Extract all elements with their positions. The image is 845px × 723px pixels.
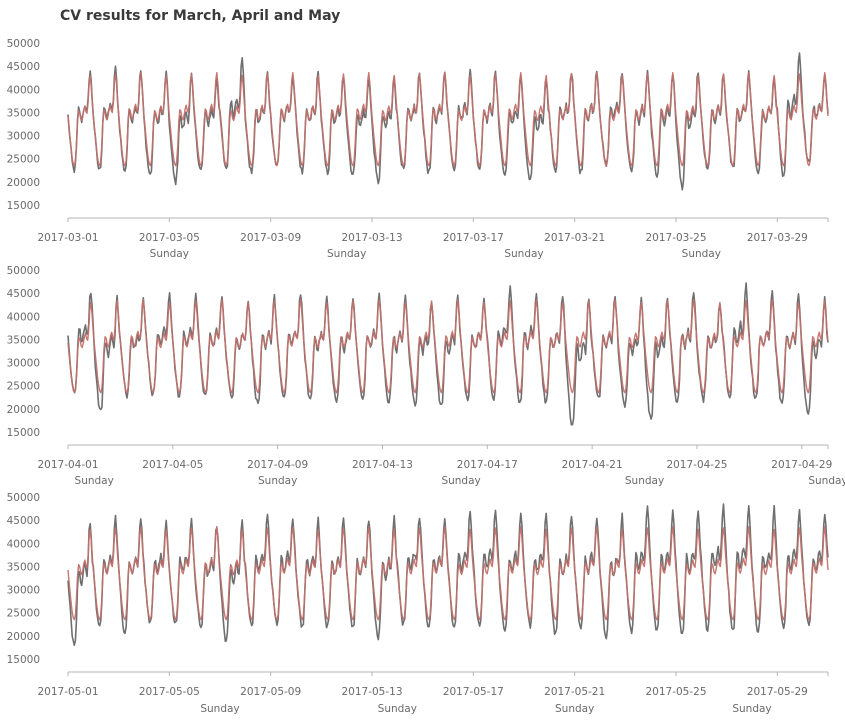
- y-tick-label: 50000: [7, 38, 40, 50]
- x-tick-label: 2017-05-09: [240, 686, 301, 698]
- sunday-label: Sunday: [327, 248, 366, 260]
- sunday-label: Sunday: [150, 248, 189, 260]
- y-tick-label: 40000: [7, 538, 40, 550]
- y-tick-label: 45000: [7, 61, 40, 73]
- y-tick-label: 35000: [7, 334, 40, 346]
- x-tick-label: 2017-04-05: [142, 459, 203, 471]
- x-tick-label: 2017-03-09: [240, 232, 301, 244]
- x-tick-label: 2017-03-05: [139, 232, 200, 244]
- y-tick-label: 15000: [7, 427, 40, 439]
- sunday-label: Sunday: [504, 248, 543, 260]
- sunday-label: Sunday: [732, 703, 771, 715]
- x-tick-label: 2017-04-21: [562, 459, 623, 471]
- y-tick-label: 20000: [7, 177, 40, 189]
- y-tick-label: 35000: [7, 107, 40, 119]
- x-tick-label: 2017-04-09: [247, 459, 308, 471]
- x-tick-label: 2017-05-21: [544, 686, 605, 698]
- y-tick-label: 30000: [7, 585, 40, 597]
- x-tick-label: 2017-05-01: [37, 686, 98, 698]
- y-tick-label: 30000: [7, 358, 40, 370]
- y-tick-label: 50000: [7, 492, 40, 504]
- sunday-label: Sunday: [378, 703, 417, 715]
- sunday-label: Sunday: [808, 475, 845, 487]
- sunday-label: Sunday: [555, 703, 594, 715]
- y-tick-label: 45000: [7, 288, 40, 300]
- x-tick-label: 2017-03-01: [37, 232, 98, 244]
- x-tick-label: 2017-03-21: [544, 232, 605, 244]
- sunday-label: Sunday: [441, 475, 480, 487]
- y-tick-label: 50000: [7, 265, 40, 277]
- y-tick-label: 15000: [7, 654, 40, 666]
- sunday-label: Sunday: [682, 248, 721, 260]
- x-tick-label: 2017-04-29: [771, 459, 832, 471]
- y-tick-label: 20000: [7, 404, 40, 416]
- sunday-label: Sunday: [75, 475, 114, 487]
- y-tick-label: 40000: [7, 311, 40, 323]
- x-tick-label: 2017-03-25: [645, 232, 706, 244]
- sunday-label: Sunday: [625, 475, 664, 487]
- x-tick-label: 2017-03-29: [747, 232, 808, 244]
- y-tick-label: 15000: [7, 200, 40, 212]
- x-tick-label: 2017-04-01: [37, 459, 98, 471]
- x-tick-label: 2017-04-13: [352, 459, 413, 471]
- x-tick-label: 2017-05-13: [341, 686, 402, 698]
- y-tick-label: 25000: [7, 381, 40, 393]
- y-tick-label: 35000: [7, 561, 40, 573]
- chart-title: CV results for March, April and May: [60, 8, 341, 24]
- predicted-series-line: [67, 525, 829, 621]
- x-tick-label: 2017-05-17: [443, 686, 504, 698]
- y-tick-label: 25000: [7, 154, 40, 166]
- x-tick-label: 2017-05-29: [747, 686, 808, 698]
- sunday-label: Sunday: [200, 703, 239, 715]
- x-tick-label: 2017-03-13: [341, 232, 402, 244]
- predicted-series-line: [67, 298, 829, 394]
- x-tick-label: 2017-04-25: [666, 459, 727, 471]
- x-tick-label: 2017-03-17: [443, 232, 504, 244]
- x-tick-label: 2017-04-17: [457, 459, 518, 471]
- y-tick-label: 40000: [7, 84, 40, 96]
- predicted-series-line: [67, 71, 829, 167]
- x-tick-label: 2017-05-05: [139, 686, 200, 698]
- y-tick-label: 30000: [7, 131, 40, 143]
- y-tick-label: 45000: [7, 515, 40, 527]
- sunday-label: Sunday: [258, 475, 297, 487]
- y-tick-label: 20000: [7, 631, 40, 643]
- x-tick-label: 2017-05-25: [645, 686, 706, 698]
- y-tick-label: 25000: [7, 608, 40, 620]
